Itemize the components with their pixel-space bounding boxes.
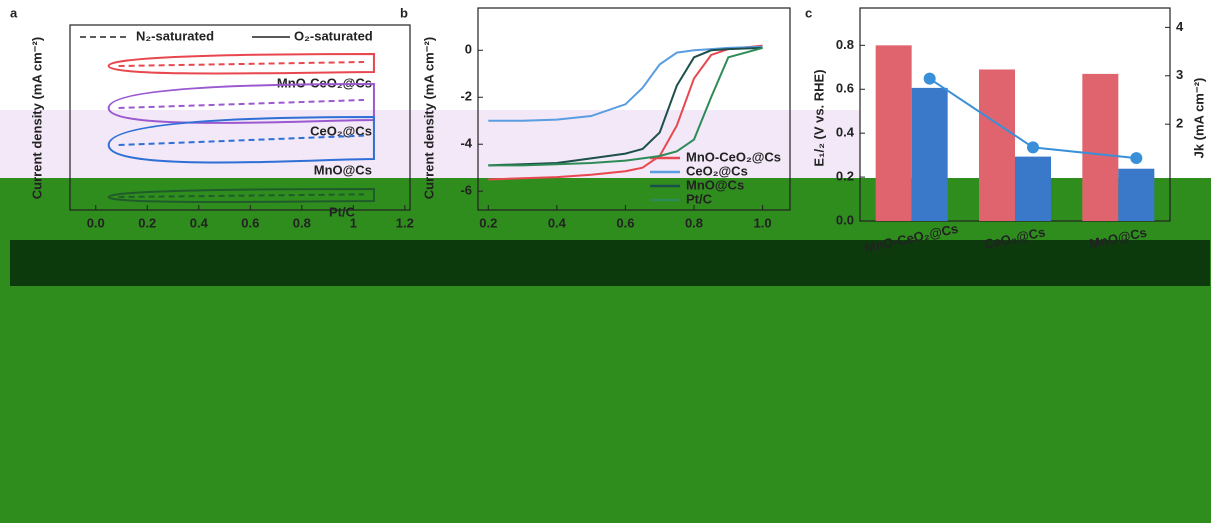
bar (1015, 157, 1051, 221)
x-tick-label: 0.8 (293, 215, 311, 230)
bar (1118, 169, 1154, 221)
bar (912, 88, 948, 221)
y-tick-label: 0.0 (836, 212, 854, 227)
y2-tick-label: 3 (1176, 67, 1183, 82)
legend-label: MnO@Cs (686, 177, 744, 192)
y-tick-label: 0.4 (836, 125, 855, 140)
legend-label: CeO₂@Cs (686, 163, 748, 178)
panel-label: c (805, 5, 812, 20)
y-axis-label: Current density (mA cm⁻²) (421, 37, 436, 199)
y-tick-label: -6 (460, 183, 472, 198)
y2-tick-label: 4 (1176, 19, 1184, 34)
x-tick-label: 0.8 (685, 215, 703, 230)
y-tick-label: 0 (465, 42, 472, 57)
x-tick-label: 1.0 (754, 215, 772, 230)
figure: a b c 0.00.20.40.60.811.2Current density… (0, 0, 1211, 523)
x-tick-label: 0.4 (190, 215, 209, 230)
series-label: MnO-CeO₂@Cs (277, 75, 372, 90)
y-tick-label: -4 (460, 136, 472, 151)
x-tick-label: 0.0 (87, 215, 105, 230)
panel-label: a (10, 5, 18, 20)
y-tick-label: -2 (460, 89, 472, 104)
cv-loop-n2 (119, 100, 364, 108)
y-axis-label: Current density (mA cm⁻²) (29, 37, 44, 199)
overlay-dark-band (10, 240, 1210, 286)
legend-label: N₂-saturated (136, 28, 214, 43)
legend-label: MnO-CeO₂@Cs (686, 149, 781, 164)
series-label: Pt/C (329, 204, 356, 219)
series-line (488, 47, 762, 121)
panel-label: b (400, 5, 408, 20)
bar (1082, 74, 1118, 221)
x-tick-label: 0.6 (241, 215, 259, 230)
legend-label: Pt/C (686, 191, 713, 206)
y-tick-label: 0.2 (836, 169, 854, 184)
bar (876, 45, 912, 221)
legend-label: O₂-saturated (294, 28, 373, 43)
y2-tick-label: 2 (1176, 116, 1183, 131)
y-axis-label: E₁/₂ (V vs. RHE) (811, 69, 826, 166)
bar (979, 69, 1015, 221)
x-tick-label: 0.6 (616, 215, 634, 230)
cv-loop-n2 (119, 62, 364, 66)
x-tick-label: 0.2 (138, 215, 156, 230)
y-tick-label: 0.8 (836, 37, 854, 52)
x-tick-label: 0.4 (548, 215, 567, 230)
x-tick-label: 1.2 (396, 215, 414, 230)
x-tick-label: 0.2 (479, 215, 497, 230)
y-tick-label: 0.6 (836, 81, 854, 96)
y-axis-label: Jk (mA cm⁻²) (1191, 78, 1206, 159)
series-label: MnO@Cs (314, 162, 372, 177)
